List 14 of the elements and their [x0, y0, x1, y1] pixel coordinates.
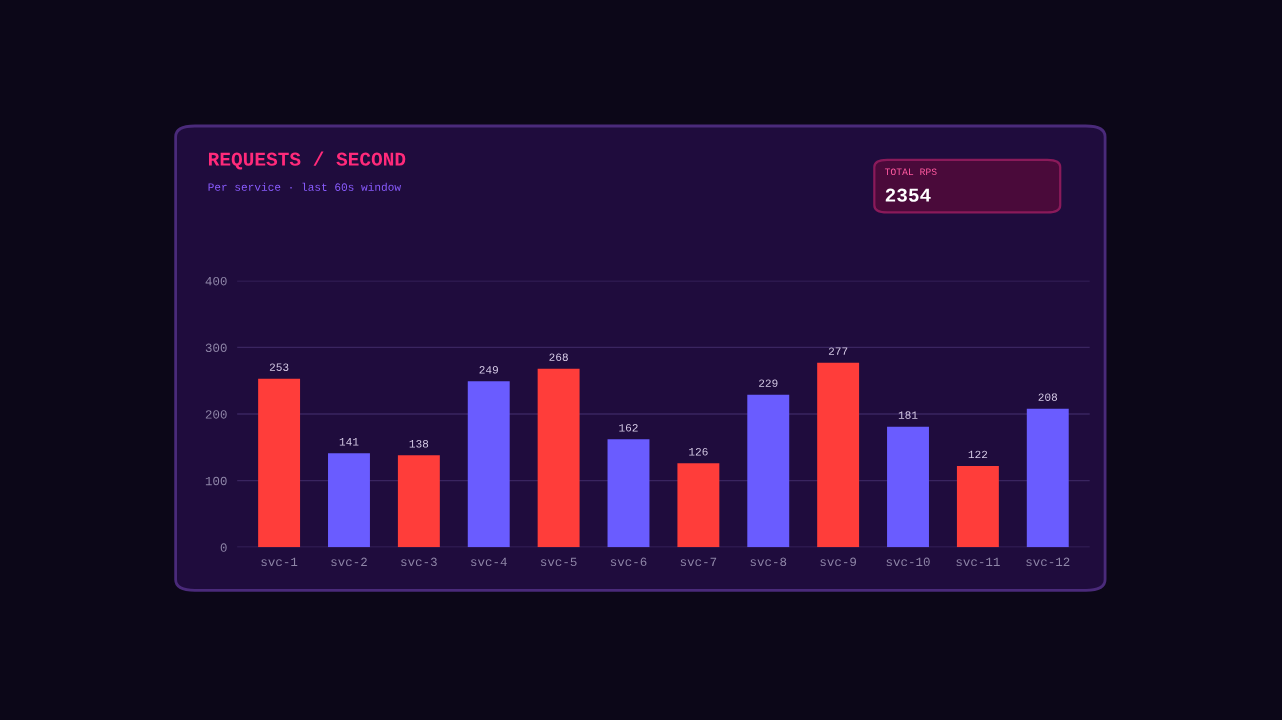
chart-title: REQUESTS / SECOND [208, 151, 406, 170]
bar [537, 368, 580, 548]
bar [956, 465, 999, 548]
bar [328, 453, 370, 548]
bar [397, 455, 440, 548]
bar [607, 439, 650, 548]
bar [747, 394, 790, 548]
bar [677, 463, 720, 548]
text: 2354 [885, 188, 931, 202]
bar [887, 426, 929, 548]
bar [258, 378, 301, 548]
bar [817, 362, 860, 548]
bar [467, 381, 510, 548]
bar [1026, 408, 1069, 548]
